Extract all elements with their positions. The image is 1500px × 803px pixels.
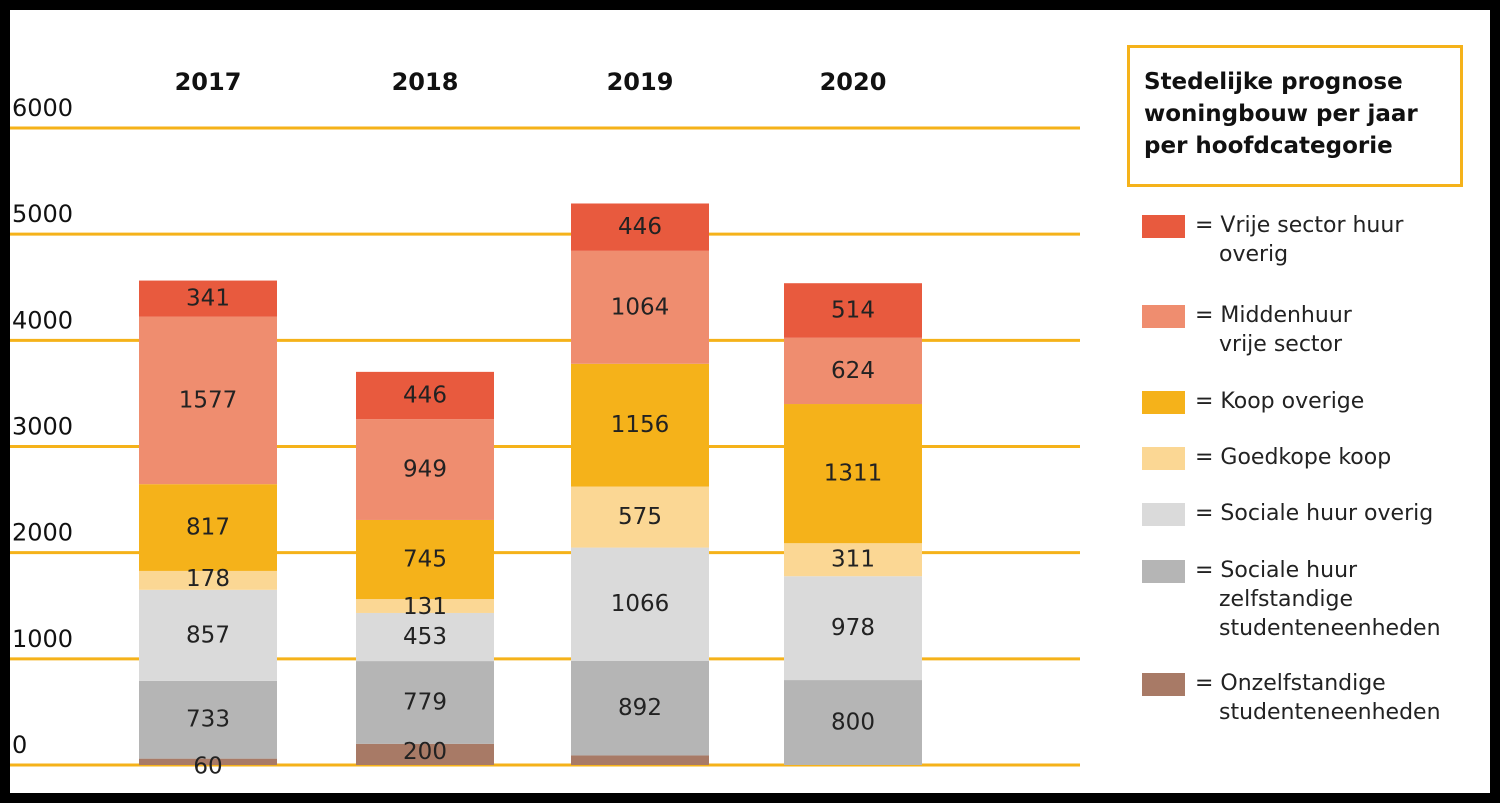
legend-label-line: zelfstandige bbox=[1219, 587, 1354, 612]
bar-segment bbox=[784, 337, 922, 405]
chart-frame: 0 1000 2000 3000 4000 5000 6000 2017 2018 2019 20… bbox=[10, 10, 1490, 793]
y-tick-label: 5000 bbox=[12, 200, 73, 228]
bar-segment bbox=[571, 547, 709, 661]
data-label: 733 bbox=[186, 707, 230, 733]
bar-segment bbox=[356, 519, 494, 600]
bar-segment bbox=[139, 758, 277, 765]
data-label: 131 bbox=[403, 594, 447, 620]
bar-segment bbox=[571, 203, 709, 251]
data-label: 800 bbox=[831, 710, 875, 736]
bar-segment bbox=[356, 743, 494, 765]
legend-label: = Koop overige bbox=[1195, 387, 1485, 416]
bar-segment bbox=[784, 543, 922, 577]
bar-segment bbox=[356, 371, 494, 420]
bar-segment bbox=[139, 316, 277, 485]
legend-label: = Goedkope koop bbox=[1195, 443, 1485, 472]
legend-label: = Onzelfstandige studenteneenheden bbox=[1195, 669, 1485, 727]
data-label: 1311 bbox=[824, 461, 883, 487]
data-label: 341 bbox=[186, 286, 230, 312]
bars-layer bbox=[139, 203, 922, 765]
bar-segment bbox=[784, 680, 922, 765]
legend-label: = Middenhuur vrije sector bbox=[1195, 301, 1485, 359]
y-tick-label: 1000 bbox=[12, 625, 73, 653]
legend-label: = Sociale huur zelfstandige studenteneenhe… bbox=[1195, 556, 1485, 643]
data-label: 446 bbox=[403, 383, 447, 409]
legend-label-line: = Vrije sector huur bbox=[1195, 213, 1404, 238]
data-label: 178 bbox=[186, 566, 230, 592]
legend-label-line: = Sociale huur overig bbox=[1195, 501, 1434, 526]
bar-segment bbox=[571, 660, 709, 756]
legend-label-line: overig bbox=[1219, 242, 1289, 267]
bar-segment bbox=[571, 486, 709, 548]
bar-segment bbox=[784, 283, 922, 338]
data-label: 624 bbox=[831, 358, 875, 384]
data-label: 1064 bbox=[611, 294, 670, 320]
legend-label: = Vrije sector huur overig bbox=[1195, 211, 1485, 269]
legend-swatch bbox=[1142, 503, 1185, 526]
data-label: 446 bbox=[618, 214, 662, 240]
bar-segment bbox=[139, 589, 277, 681]
x-category-label: 2017 bbox=[175, 68, 242, 96]
x-category-label: 2020 bbox=[820, 68, 887, 96]
legend-title-line: woningbouw per jaar bbox=[1144, 101, 1418, 127]
data-label: 949 bbox=[403, 457, 447, 483]
y-tick-label: 2000 bbox=[12, 519, 73, 547]
bar-segment bbox=[571, 363, 709, 487]
data-label: 1577 bbox=[179, 387, 238, 413]
legend-label-line: studenteneenheden bbox=[1219, 700, 1441, 725]
legend-title-line: per hoofdcategorie bbox=[1144, 133, 1393, 159]
labels-layer: 2017 2018 2019 2020 60 733 857 178 817 1577 341 200… bbox=[175, 68, 887, 780]
data-label: 978 bbox=[831, 615, 875, 641]
data-label: 779 bbox=[403, 689, 447, 715]
data-label: 857 bbox=[186, 622, 230, 648]
y-tick-label: 3000 bbox=[12, 413, 73, 441]
data-label: 745 bbox=[403, 547, 447, 573]
data-label: 453 bbox=[403, 624, 447, 650]
data-label: 892 bbox=[618, 695, 662, 721]
grid-layer: 0 1000 2000 3000 4000 5000 6000 bbox=[10, 94, 1080, 767]
legend-label-line: = Sociale huur bbox=[1195, 558, 1358, 583]
bar-segment bbox=[139, 484, 277, 571]
bar-segment bbox=[139, 280, 277, 317]
legend-title-line: Stedelijke prognose bbox=[1144, 69, 1403, 95]
data-label: 514 bbox=[831, 298, 875, 324]
legend-label-line: = Onzelfstandige bbox=[1195, 671, 1386, 696]
legend-label-line: studenteneenheden bbox=[1219, 616, 1441, 641]
x-category-label: 2018 bbox=[392, 68, 459, 96]
legend-label-line: vrije sector bbox=[1219, 332, 1343, 357]
data-label: 200 bbox=[403, 739, 447, 765]
y-tick-label: 4000 bbox=[12, 306, 73, 334]
bar-segment bbox=[356, 612, 494, 662]
bar-segment bbox=[356, 419, 494, 520]
data-label: 1066 bbox=[611, 591, 670, 617]
legend-label-line: = Middenhuur bbox=[1195, 303, 1352, 328]
data-label: 817 bbox=[186, 515, 230, 541]
y-tick-label: 0 bbox=[12, 731, 27, 759]
legend-swatch bbox=[1142, 215, 1185, 238]
data-label: 575 bbox=[618, 504, 662, 530]
bar-segment bbox=[784, 404, 922, 544]
bar-segment bbox=[139, 680, 277, 759]
y-tick-label: 6000 bbox=[12, 94, 73, 122]
bar-segment bbox=[139, 570, 277, 590]
legend-label: = Sociale huur overig bbox=[1195, 499, 1485, 528]
legend-swatch bbox=[1142, 673, 1185, 696]
legend-title-box: Stedelijke prognose woningbouw per jaar … bbox=[1127, 45, 1463, 187]
data-label: 1156 bbox=[611, 412, 670, 438]
legend-swatch bbox=[1142, 560, 1185, 583]
bar-segment bbox=[571, 755, 709, 765]
legend-swatch bbox=[1142, 391, 1185, 414]
data-label: 311 bbox=[831, 547, 875, 573]
data-label: 60 bbox=[193, 754, 222, 780]
bar-segment bbox=[784, 576, 922, 681]
bar-segment bbox=[356, 599, 494, 613]
legend-swatch bbox=[1142, 447, 1185, 470]
bar-segment bbox=[356, 661, 494, 744]
legend-label-line: = Goedkope koop bbox=[1195, 445, 1392, 470]
x-category-label: 2019 bbox=[607, 68, 674, 96]
bar-segment bbox=[571, 250, 709, 364]
legend-label-line: = Koop overige bbox=[1195, 389, 1365, 414]
legend-swatch bbox=[1142, 305, 1185, 328]
